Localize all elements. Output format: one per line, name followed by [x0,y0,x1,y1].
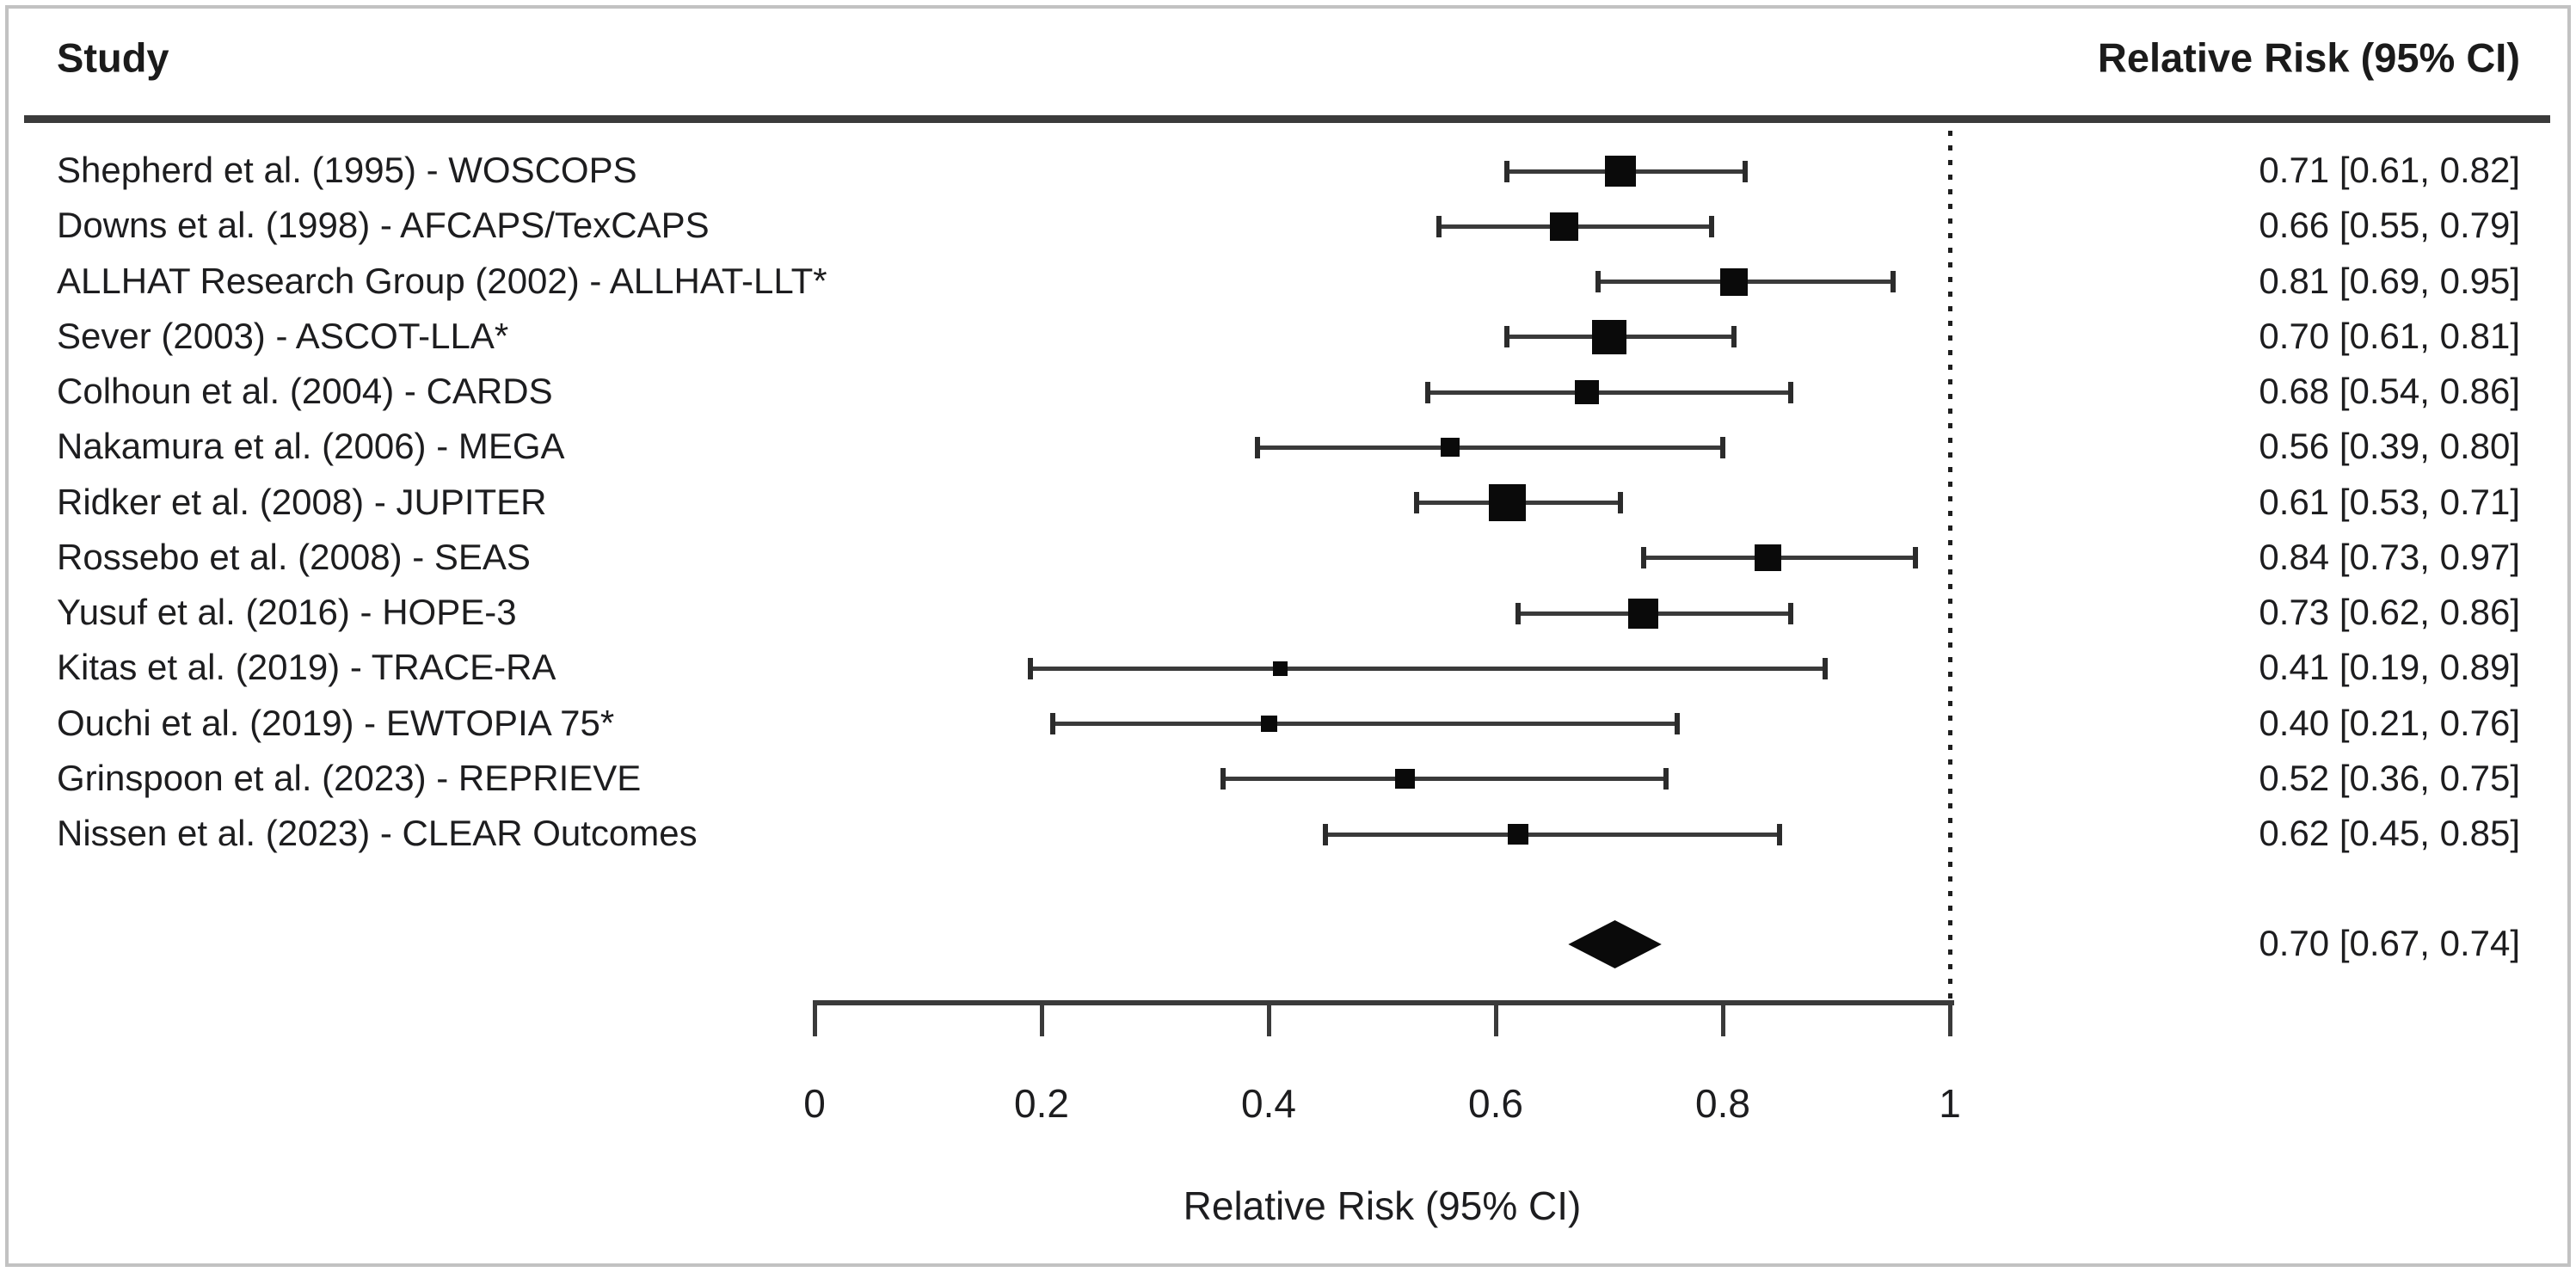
ci-cap-left [1640,547,1646,569]
study-column-header: Study [57,34,169,81]
ci-cap-right [1663,768,1669,790]
x-axis-line [815,1000,1954,1005]
rr-value: 0.56 [0.39, 0.80] [2259,426,2520,467]
ci-cap-right [1891,271,1896,292]
ci-cap-left [1504,326,1510,348]
ci-cap-right [1788,602,1794,624]
rr-value: 0.41 [0.19, 0.89] [2259,647,2520,688]
x-axis-tick-label: 0.4 [1241,1081,1296,1126]
study-label: Downs et al. (1998) - AFCAPS/TexCAPS [57,205,710,246]
rr-value: 0.73 [0.62, 0.86] [2259,592,2520,633]
pooled-rr-value: 0.70 [0.67, 0.74] [2259,923,2520,964]
x-axis-title: Relative Risk (95% CI) [1183,1183,1582,1228]
ci-cap-right [1788,381,1794,403]
ci-cap-left [1515,602,1522,624]
study-label: Kitas et al. (2019) - TRACE-RA [57,647,556,688]
ci-cap-right [1913,547,1919,569]
ci-cap-left [1424,381,1430,403]
study-label: ALLHAT Research Group (2002) - ALLHAT-LL… [57,260,827,301]
ci-cap-right [1618,492,1624,513]
rr-value: 0.84 [0.73, 0.97] [2259,536,2520,577]
rr-value: 0.71 [0.61, 0.82] [2259,150,2520,191]
x-axis-tick [1948,1000,1952,1036]
ci-cap-left [1595,271,1601,292]
x-axis-tick [1040,1000,1044,1036]
ci-cap-left [1027,657,1033,679]
ci-cap-right [1777,823,1782,845]
point-estimate-square [1605,156,1637,187]
point-estimate-square [1755,544,1782,572]
x-axis-tick [813,1000,817,1036]
ci-cap-left [1220,768,1227,790]
point-estimate-square [1488,484,1526,521]
point-estimate-square [1628,598,1659,629]
point-estimate-square [1272,661,1288,676]
point-estimate-square [1441,438,1460,458]
rr-value: 0.62 [0.45, 0.85] [2259,813,2520,854]
x-axis-tick-label: 0.8 [1695,1081,1750,1126]
point-estimate-square [1394,769,1415,790]
reference-line-rr-1 [1947,131,1952,1000]
study-label: Rossebo et al. (2008) - SEAS [57,536,531,577]
ci-cap-left [1413,492,1419,513]
x-axis-tick [1267,1000,1271,1036]
ci-cap-left [1254,436,1260,458]
rr-value: 0.66 [0.55, 0.79] [2259,205,2520,246]
study-label: Nakamura et al. (2006) - MEGA [57,426,565,467]
study-label: Ouchi et al. (2019) - EWTOPIA 75* [57,702,615,743]
ci-cap-left [1323,823,1328,845]
point-estimate-square [1574,380,1599,404]
ci-whisker [1325,832,1780,837]
ci-whisker [1427,390,1792,395]
rr-value: 0.68 [0.54, 0.86] [2259,371,2520,412]
x-axis-tick-label: 1 [1939,1081,1961,1126]
relative-risk-column-header: Relative Risk (95% CI) [2097,34,2520,81]
ci-whisker [1030,666,1825,671]
rr-value: 0.40 [0.21, 0.76] [2259,702,2520,743]
x-axis-tick-label: 0.6 [1468,1081,1523,1126]
point-estimate-square [1720,267,1749,296]
study-label: Colhoun et al. (2004) - CARDS [57,371,553,412]
ci-cap-right [1675,713,1681,734]
x-axis-tick-label: 0.2 [1014,1081,1069,1126]
ci-cap-left [1050,713,1056,734]
study-label: Grinspoon et al. (2023) - REPRIEVE [57,757,642,798]
ci-cap-right [1720,436,1725,458]
point-estimate-square [1508,824,1529,845]
rr-value: 0.81 [0.69, 0.95] [2259,260,2520,301]
header-separator-line [24,115,2550,123]
rr-value: 0.61 [0.53, 0.71] [2259,481,2520,522]
study-label: Yusuf et al. (2016) - HOPE-3 [57,592,517,633]
x-axis-tick [1494,1000,1498,1036]
study-label: Shepherd et al. (1995) - WOSCOPS [57,150,637,191]
rr-value: 0.52 [0.36, 0.75] [2259,757,2520,798]
study-label: Ridker et al. (2008) - JUPITER [57,481,547,522]
ci-cap-right [1743,160,1749,182]
rr-value: 0.70 [0.61, 0.81] [2259,315,2520,356]
ci-cap-right [1731,326,1737,348]
ci-whisker [1053,722,1678,726]
ci-cap-right [1822,657,1828,679]
x-axis-tick-label: 0 [803,1081,826,1126]
figure-frame [5,5,2571,1267]
point-estimate-square [1549,212,1578,241]
ci-cap-left [1436,215,1442,237]
study-label: Sever (2003) - ASCOT-LLA* [57,315,509,356]
x-axis-tick [1721,1000,1725,1036]
point-estimate-square [1260,716,1277,732]
ci-whisker [1223,777,1666,782]
study-label: Nissen et al. (2023) - CLEAR Outcomes [57,813,698,854]
ci-whisker [1257,445,1723,450]
point-estimate-square [1592,319,1626,354]
ci-cap-left [1504,160,1510,182]
ci-cap-right [1708,215,1714,237]
